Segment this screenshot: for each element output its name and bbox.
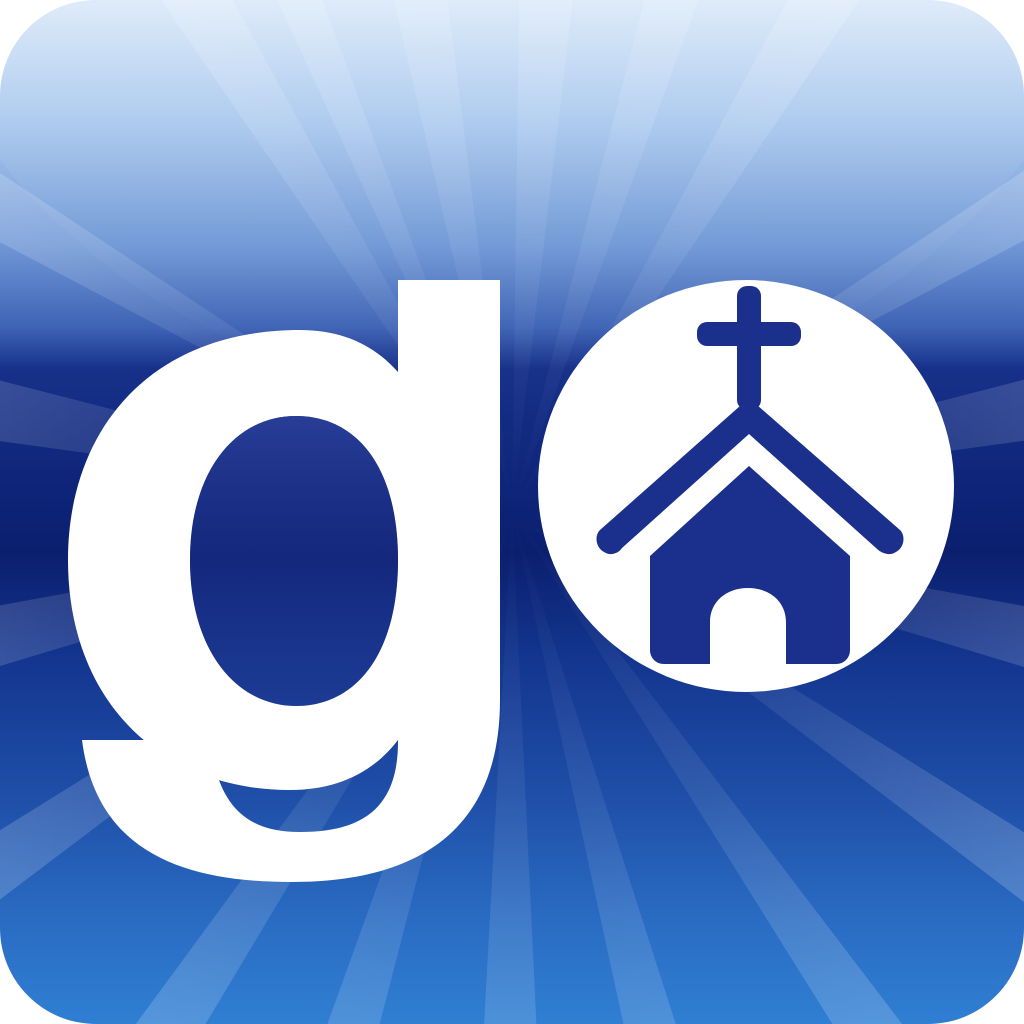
cross-icon bbox=[697, 286, 801, 410]
letter-g bbox=[68, 280, 500, 882]
church-icon bbox=[596, 286, 904, 664]
